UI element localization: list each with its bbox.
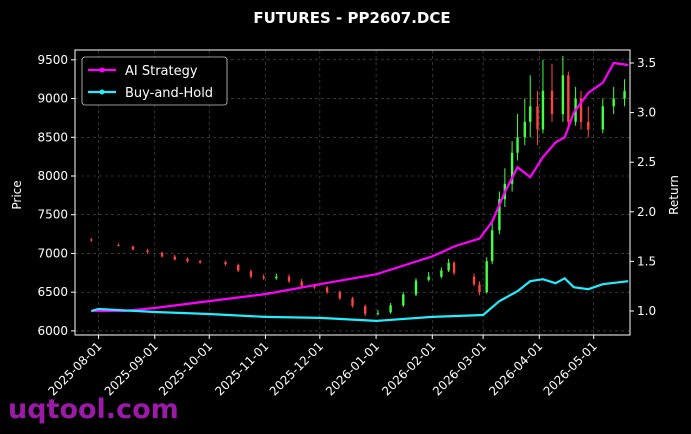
candle-body [117,244,120,246]
x-tick-label: 2025-09-01 [102,339,161,398]
candle-body [262,276,265,279]
candle-body [561,75,565,115]
candle-body [414,280,418,295]
x-tick-label: 2025-11-01 [212,339,271,398]
y-tick-label: 9000 [37,92,68,106]
candle-body [587,121,590,130]
x-tick-label: 2026-03-01 [430,339,489,398]
candle-body [237,265,240,271]
candle-body [300,281,303,286]
legend-box [81,56,228,106]
x-tick-label: 2025-08-01 [45,339,104,398]
candle-body [612,98,615,107]
candle-body [498,199,501,231]
y-tick-label: 9500 [37,53,68,67]
candle-body [363,306,367,314]
y-tick-label: 6000 [37,324,68,338]
candle-body [472,276,476,285]
y-tick-label: 8500 [37,130,68,144]
candle-body [485,261,488,293]
candle-body [550,90,554,115]
candle-body [523,121,527,138]
candle-body [510,152,514,184]
candle-body [579,98,583,122]
x-tick-label: 2026-01-01 [323,339,382,398]
candle-body [490,230,494,262]
candle-body [338,292,342,299]
candle-body [440,270,443,277]
candle-body [623,90,626,99]
y2-tick-label: 3.5 [637,56,656,70]
candle-body [249,271,253,277]
plot-frame [74,49,631,336]
candle-body [452,262,456,273]
candle-body [160,252,164,257]
y-tick-label: 7000 [37,246,68,260]
candle-body [90,239,93,241]
y2-tick-label: 2.5 [637,155,656,169]
legend-label: Buy-and-Hold [125,86,213,101]
candle-body [447,262,450,271]
candle-body [541,90,545,130]
watermark: uqtool.com [8,394,179,425]
return-line [91,276,629,323]
legend-marker [99,67,105,73]
candle-body [529,106,532,122]
y2-tick-label: 1.5 [637,254,656,268]
candle-body [601,106,604,130]
x-tick-label: 2025-12-01 [267,339,326,398]
return-line [91,61,629,313]
candle-body [536,106,539,130]
y2-tick-label: 2.0 [637,205,656,219]
y-tick-label: 7500 [37,208,68,222]
y2-tick-label: 1.0 [637,304,656,318]
candle-body [186,258,189,262]
y-tick-label: 8000 [37,169,68,183]
y2-tick-label: 3.0 [637,106,656,120]
legend: AI Strategy Buy-and-Hold [81,56,228,106]
candle-body [567,75,570,122]
candle-body [389,305,392,313]
x-tick-label: 2026-02-01 [379,339,438,398]
x-tick-label: 2025-10-01 [156,339,215,398]
candle-body [313,285,316,288]
y-tick-label: 6500 [37,285,68,299]
y-axis-label: Price [10,180,24,209]
candle-body [173,256,176,260]
candle-body [427,276,430,280]
candle-body [224,261,227,265]
candle-body [478,284,481,293]
candle-body [351,298,354,307]
legend-label: AI Strategy [125,64,198,79]
candle-body [402,294,405,306]
candle-body [198,261,202,263]
candle-body [131,246,135,250]
x-tick-label: 2026-05-01 [541,339,600,398]
candle-body [146,250,149,252]
x-tick-label: 2026-04-01 [486,339,545,398]
candle-body [287,276,291,282]
candle-body [376,313,380,315]
candle-body [516,137,519,153]
candle-body [275,276,278,279]
legend-marker [99,89,105,95]
chart-title: FUTURES - PP2607.DCE [253,9,450,27]
y2-axis-label: Return [667,175,681,215]
candle-body [325,287,329,293]
